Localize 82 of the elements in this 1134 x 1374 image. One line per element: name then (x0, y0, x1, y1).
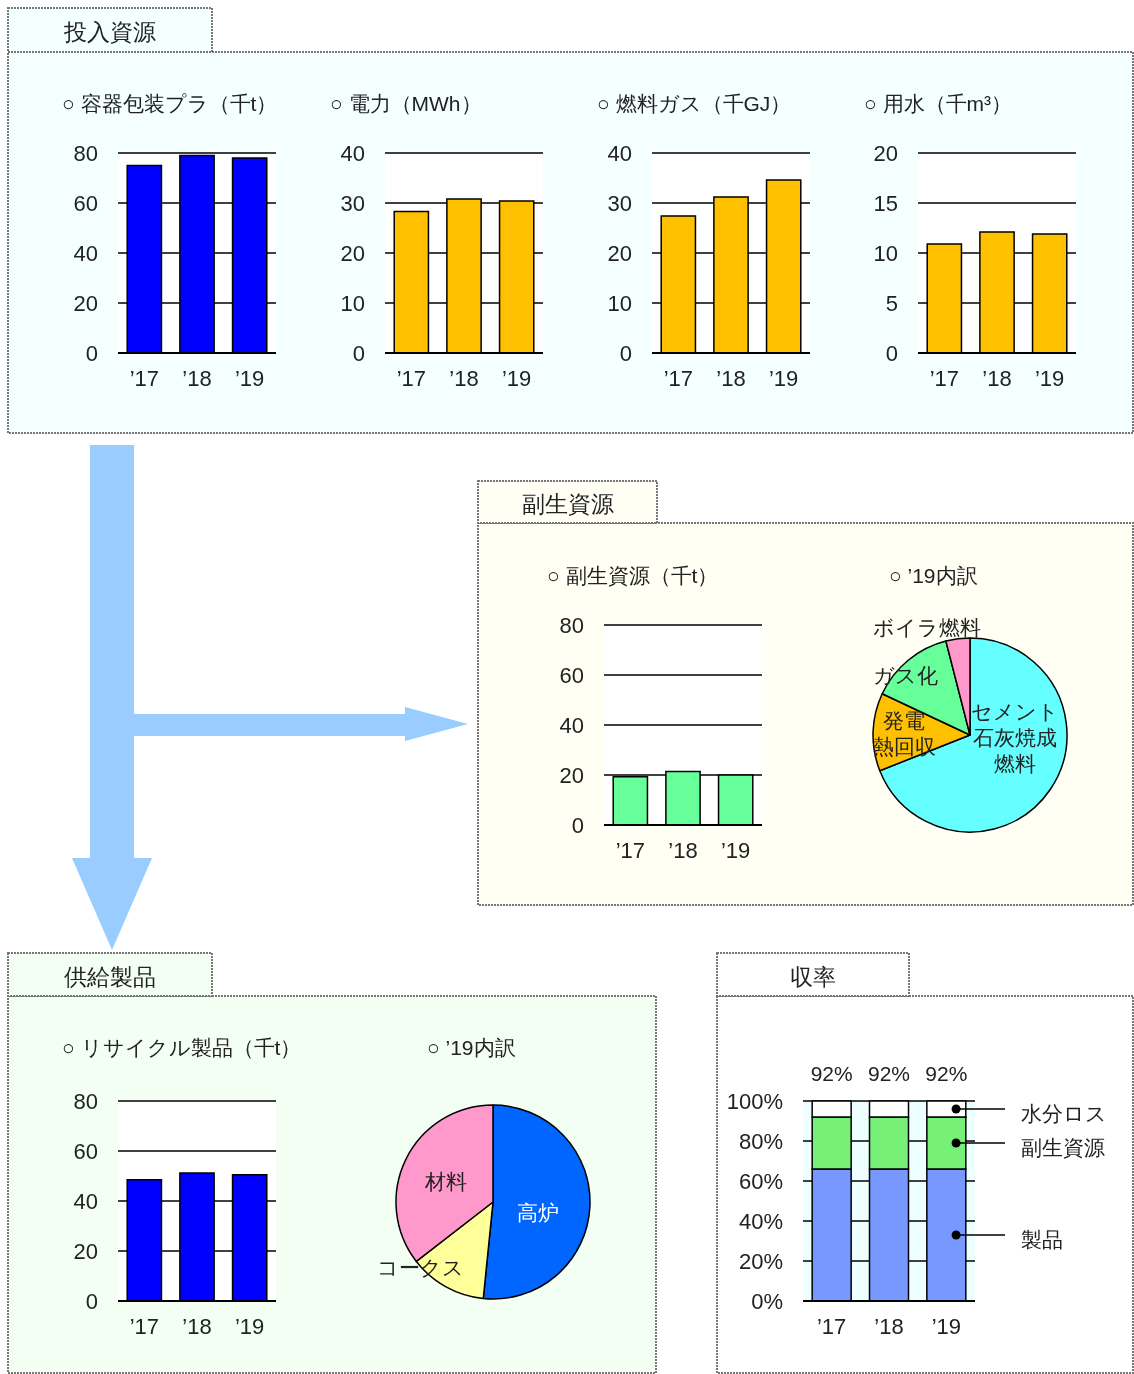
y-tick-label: 60 (559, 662, 584, 688)
chart-title: ○ ’19内訳 (889, 563, 978, 587)
y-tick-label: 20 (73, 290, 98, 316)
x-tick-label: ’19 (234, 365, 265, 391)
chart-title: ○ 電力（MWh） (330, 91, 482, 115)
y-tick-label: 80 (73, 1088, 98, 1114)
y-tick-label: 0 (352, 340, 365, 366)
y-tick-label: 0 (571, 812, 584, 838)
y-tick-label: 20 (873, 140, 898, 166)
y-tick-label: 40% (738, 1208, 783, 1234)
x-tick-label: ’17 (615, 837, 646, 863)
legend-label: 副生資源 (1021, 1135, 1105, 1159)
text: 92% (867, 1061, 911, 1085)
y-tick-label: 40 (340, 140, 365, 166)
y-tick-label: 20 (559, 762, 584, 788)
chart-title: ○ ’19内訳 (427, 1035, 516, 1059)
x-tick-label: ’18 (449, 365, 479, 391)
y-tick-label: 0 (885, 340, 898, 366)
y-tick-label: 10 (340, 290, 365, 316)
x-tick-label: ’18 (982, 365, 1012, 391)
y-tick-label: 10 (607, 290, 632, 316)
x-tick-label: ’17 (129, 365, 160, 391)
y-tick-label: 20% (738, 1248, 783, 1274)
chart-title: ○ 副生資源（千t） (547, 563, 719, 587)
chart-title: ○ 用水（千m³） (864, 91, 1013, 115)
text: 副生資源 (521, 491, 614, 517)
slice-label: 材料 (424, 1169, 467, 1193)
y-tick-label: 100% (726, 1088, 783, 1114)
y-tick-label: 60% (738, 1168, 783, 1194)
x-tick-label: ’17 (816, 1313, 847, 1339)
y-tick-label: 5 (885, 290, 898, 316)
x-tick-label: ’18 (182, 365, 212, 391)
x-tick-label: ’19 (1034, 365, 1065, 391)
y-tick-label: 40 (73, 1188, 98, 1214)
y-tick-label: 20 (340, 240, 365, 266)
y-tick-label: 20 (607, 240, 632, 266)
text: 投入資源 (63, 19, 156, 45)
x-tick-label: ’19 (931, 1313, 962, 1339)
y-tick-label: 60 (73, 190, 98, 216)
y-tick-label: 0 (85, 340, 98, 366)
x-tick-label: ’17 (396, 365, 427, 391)
text: 92% (810, 1061, 853, 1085)
y-tick-label: 40 (559, 712, 584, 738)
slice-label: ボイラ燃料 (873, 615, 981, 639)
y-tick-label: 80 (559, 612, 584, 638)
x-tick-label: ’18 (874, 1313, 904, 1339)
x-tick-label: ’19 (234, 1313, 265, 1339)
chart-title: 収率 (790, 963, 836, 990)
y-tick-label: 80% (738, 1128, 783, 1154)
slice-label: 発電熱回収 (872, 708, 936, 758)
slice-label: コークス (376, 1255, 464, 1279)
chart-title: ○ 容器包装プラ（千t） (62, 91, 278, 115)
y-tick-label: 60 (73, 1138, 98, 1164)
slice-label: 高炉 (517, 1200, 559, 1224)
y-tick-label: 0% (751, 1288, 783, 1314)
y-tick-label: 80 (73, 140, 98, 166)
x-tick-label: ’19 (768, 365, 799, 391)
x-tick-label: ’19 (501, 365, 532, 391)
chart-title: ○ リサイクル製品（千t） (62, 1035, 302, 1059)
y-tick-label: 0 (619, 340, 632, 366)
text: 供給製品 (64, 963, 156, 990)
x-tick-label: ’17 (929, 365, 960, 391)
y-tick-label: 20 (73, 1238, 98, 1264)
y-tick-label: 10 (873, 240, 898, 266)
slice-label: セメント石灰焼成燃料 (971, 699, 1059, 775)
chart-title: ○ 燃料ガス（千GJ） (597, 91, 792, 115)
y-tick-label: 40 (73, 240, 98, 266)
y-tick-label: 30 (607, 190, 632, 216)
x-tick-label: ’18 (716, 365, 746, 391)
slice-label: ガス化 (872, 663, 938, 687)
x-tick-label: ’18 (182, 1313, 212, 1339)
y-tick-label: 30 (340, 190, 365, 216)
text: 92% (925, 1061, 968, 1085)
legend-label: 水分ロス (1021, 1101, 1107, 1125)
x-tick-label: ’19 (720, 837, 751, 863)
x-tick-label: ’18 (668, 837, 698, 863)
y-tick-label: 0 (85, 1288, 98, 1314)
y-tick-label: 40 (607, 140, 632, 166)
x-tick-label: ’17 (129, 1313, 160, 1339)
y-tick-label: 15 (873, 190, 898, 216)
legend-label: 製品 (1021, 1227, 1063, 1251)
x-tick-label: ’17 (663, 365, 694, 391)
